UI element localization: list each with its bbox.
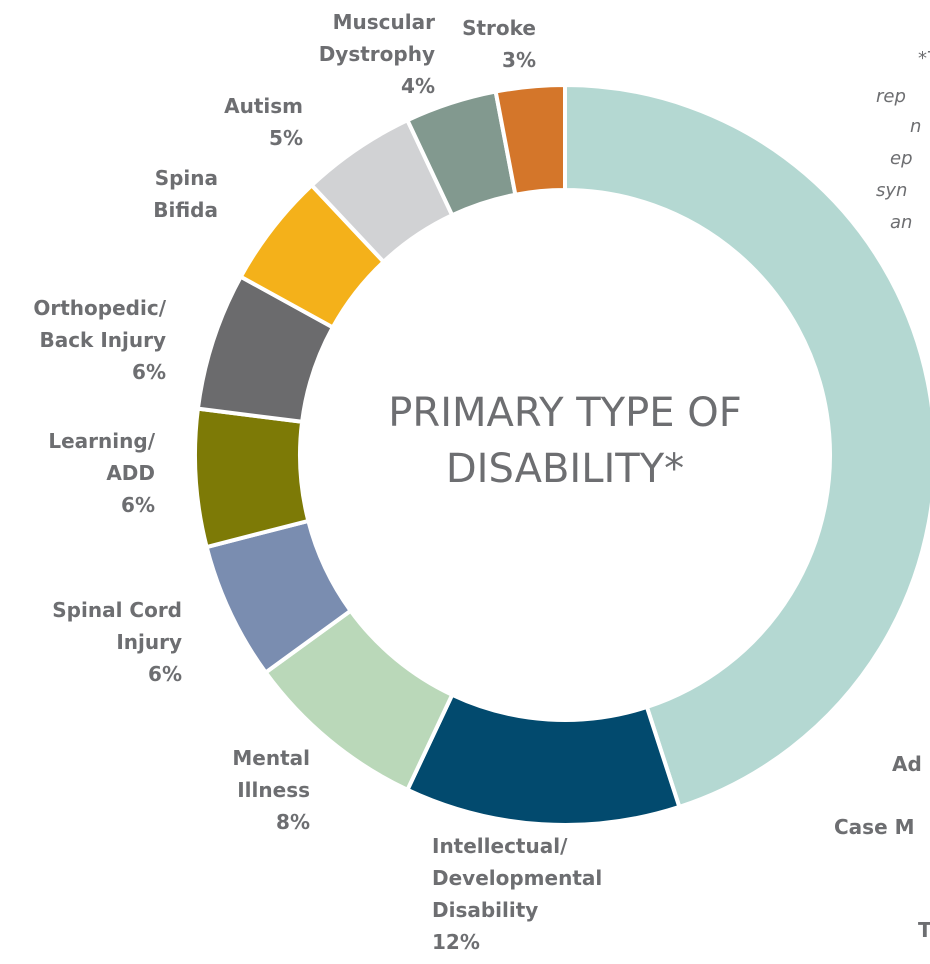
donut-segment <box>404 692 682 827</box>
cropped-annotation: syn <box>876 180 908 201</box>
segment-label: Mental Illness 8% <box>190 742 310 838</box>
category-label: Spinal Cord Injury <box>52 598 182 654</box>
segment-label: Orthopedic/ Back Injury 6% <box>0 292 166 388</box>
value-label: 6% <box>132 360 166 384</box>
segment-label: Spina Bifida <box>120 162 218 226</box>
segment-label: Learning/ ADD 6% <box>0 425 155 521</box>
value-label: 5% <box>269 126 303 150</box>
donut-segment <box>563 82 930 810</box>
cropped-annotation: T <box>918 918 930 942</box>
segment-label: Stroke 3% <box>440 12 536 76</box>
value-label: 6% <box>148 662 182 686</box>
chart-title: PRIMARY TYPE OF DISABILITY* <box>388 390 742 492</box>
donut-segment <box>493 82 567 198</box>
category-label: Orthopedic/ Back Injury <box>33 296 166 352</box>
segment-label: Intellectual/ Developmental Disability 12… <box>432 830 647 958</box>
value-label: 12% <box>432 930 480 954</box>
cropped-annotation: ep <box>890 148 913 169</box>
category-label: Stroke <box>462 16 536 40</box>
segment-label: Autism 5% <box>180 90 303 154</box>
segment-label: Spinal Cord Injury 6% <box>10 594 182 690</box>
cropped-annotation: *T <box>918 48 930 69</box>
category-label: Spina Bifida <box>153 166 218 222</box>
cropped-annotation: rep <box>876 86 906 107</box>
category-label: Mental Illness <box>232 746 310 802</box>
value-label: 4% <box>401 74 435 98</box>
value-label: 6% <box>121 493 155 517</box>
cropped-annotation: Case M <box>834 815 915 839</box>
value-label: 8% <box>276 810 310 834</box>
category-label: Autism <box>224 94 303 118</box>
donut-segment <box>193 406 311 550</box>
category-label: Muscular Dystrophy <box>318 10 435 66</box>
value-label: 3% <box>502 48 536 72</box>
segment-label: Muscular Dystrophy 4% <box>290 6 435 102</box>
cropped-annotation: n <box>910 116 922 137</box>
cropped-annotation: an <box>890 212 913 233</box>
category-label: Learning/ ADD <box>48 429 155 485</box>
cropped-annotation: Ad <box>892 752 922 776</box>
category-label: Intellectual/ Developmental Disability <box>432 834 603 922</box>
